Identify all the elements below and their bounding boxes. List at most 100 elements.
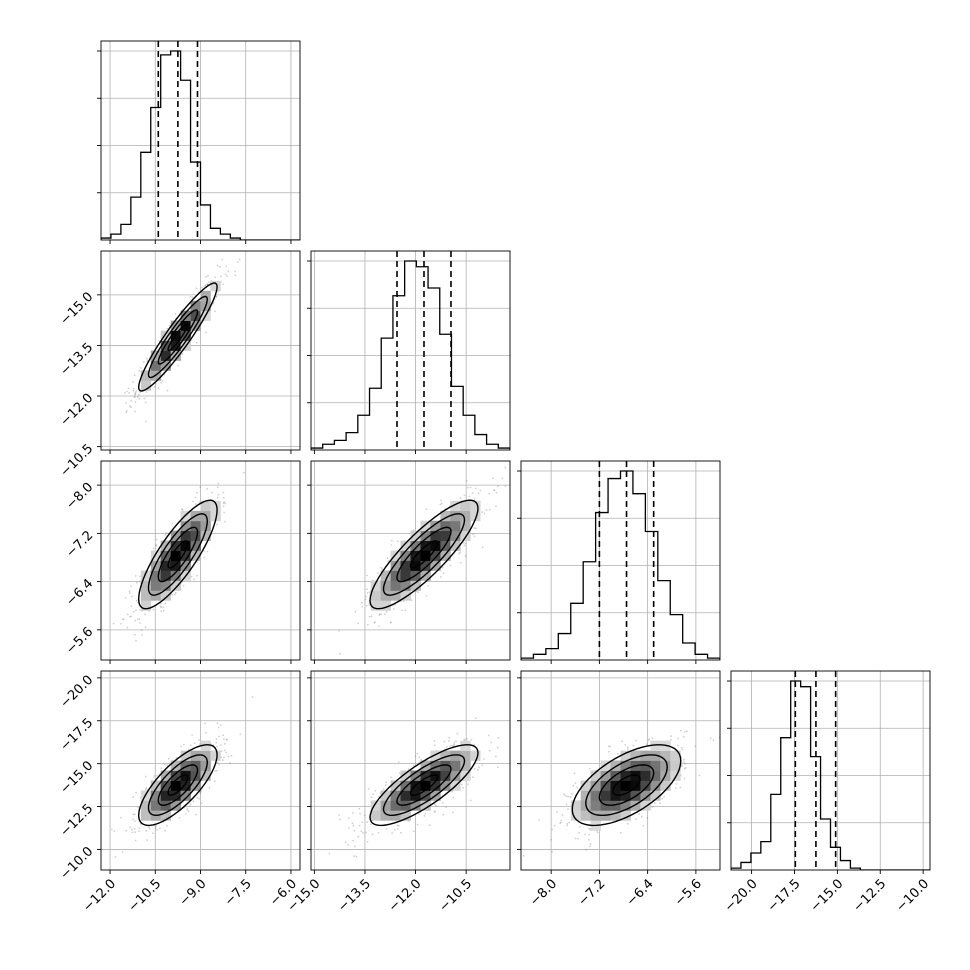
density-cell: [180, 560, 191, 571]
sample-point: [217, 493, 220, 496]
sample-point: [402, 600, 405, 603]
sample-point: [449, 564, 452, 567]
sample-point: [130, 605, 133, 608]
density-cell: [400, 590, 411, 601]
x-tick-label: −8.0: [527, 876, 560, 909]
sample-point: [152, 547, 155, 550]
density-cell: [160, 780, 171, 791]
density-cell: [190, 540, 201, 551]
density-cell: [160, 580, 171, 591]
sample-point: [357, 622, 359, 625]
sample-point: [155, 543, 158, 546]
sample-point: [439, 576, 442, 578]
sample-point: [132, 796, 135, 799]
sample-point: [144, 626, 147, 629]
sample-point: [160, 610, 163, 613]
sample-point: [377, 625, 380, 627]
sample-point: [651, 806, 654, 808]
sample-point: [378, 614, 381, 616]
sample-point: [339, 652, 341, 655]
sample-point: [619, 831, 622, 834]
sample-point: [167, 757, 170, 760]
density-cell: [380, 590, 391, 601]
sample-point: [712, 739, 715, 742]
sample-point: [366, 574, 368, 577]
sample-point: [467, 783, 469, 786]
sample-point: [206, 283, 209, 286]
sample-point: [144, 775, 147, 778]
density-cell: [640, 770, 651, 781]
sample-point: [360, 830, 363, 833]
sample-point: [596, 831, 599, 834]
sample-point: [651, 737, 654, 739]
density-cell: [160, 810, 171, 821]
sample-point: [199, 792, 202, 795]
sample-point: [464, 555, 467, 557]
contour-line: [167, 774, 189, 796]
y-tick-label: −20.0: [58, 673, 97, 712]
sample-point: [208, 787, 211, 789]
density-cell: [670, 760, 681, 771]
sample-point: [385, 781, 388, 784]
sample-point: [487, 734, 490, 737]
sample-point: [222, 496, 225, 499]
sample-point: [353, 829, 356, 832]
sample-point: [200, 802, 203, 805]
sample-point: [128, 405, 131, 407]
density-cell: [150, 360, 162, 371]
sample-point: [137, 806, 140, 809]
sample-point: [128, 392, 131, 394]
sample-point: [220, 744, 222, 746]
x-tick-label: −17.5: [765, 876, 804, 915]
sample-point: [387, 560, 390, 563]
density-cell: [160, 350, 171, 361]
sample-point: [354, 610, 357, 613]
density-cell: [190, 550, 201, 561]
sample-point: [478, 766, 480, 768]
sample-point: [400, 831, 402, 834]
sample-point: [477, 492, 480, 495]
sample-point: [608, 750, 610, 753]
sample-point: [215, 295, 218, 298]
sample-point: [222, 738, 225, 741]
sample-point: [125, 411, 128, 414]
grid-3-0: [101, 671, 300, 870]
sample-point: [208, 281, 210, 284]
density-cell: [610, 790, 621, 801]
sample-point: [451, 790, 454, 793]
sample-point: [683, 730, 686, 733]
density-panel-2-1: [338, 466, 507, 655]
sample-point: [551, 850, 554, 853]
sample-point: [215, 769, 218, 772]
sample-point: [589, 843, 592, 845]
sample-point: [412, 830, 415, 833]
density-cell: [150, 790, 162, 801]
sample-point: [418, 756, 421, 759]
sample-point: [564, 794, 566, 797]
sample-point: [495, 505, 497, 508]
sample-point: [217, 482, 220, 485]
sample-point: [145, 787, 148, 789]
sample-point: [584, 833, 587, 836]
sample-point: [152, 832, 154, 835]
sample-point: [127, 387, 130, 390]
sample-point: [416, 752, 419, 755]
sample-point: [646, 817, 649, 819]
density-cell: [580, 810, 591, 821]
sample-point: [189, 744, 192, 747]
x-tick-label: −5.6: [672, 876, 705, 909]
sample-point: [206, 488, 209, 490]
sample-point: [365, 595, 367, 598]
sample-point: [134, 401, 137, 403]
x-tick-label: −12.5: [851, 876, 890, 915]
sample-point: [128, 592, 131, 594]
sample-point: [443, 740, 446, 743]
sample-point: [111, 828, 113, 831]
density-cell: [140, 600, 152, 611]
density-cell: [430, 530, 441, 541]
sample-point: [368, 591, 371, 594]
sample-point: [398, 772, 401, 775]
sample-point: [199, 743, 201, 745]
density-cell: [630, 780, 641, 791]
sample-point: [367, 787, 370, 790]
